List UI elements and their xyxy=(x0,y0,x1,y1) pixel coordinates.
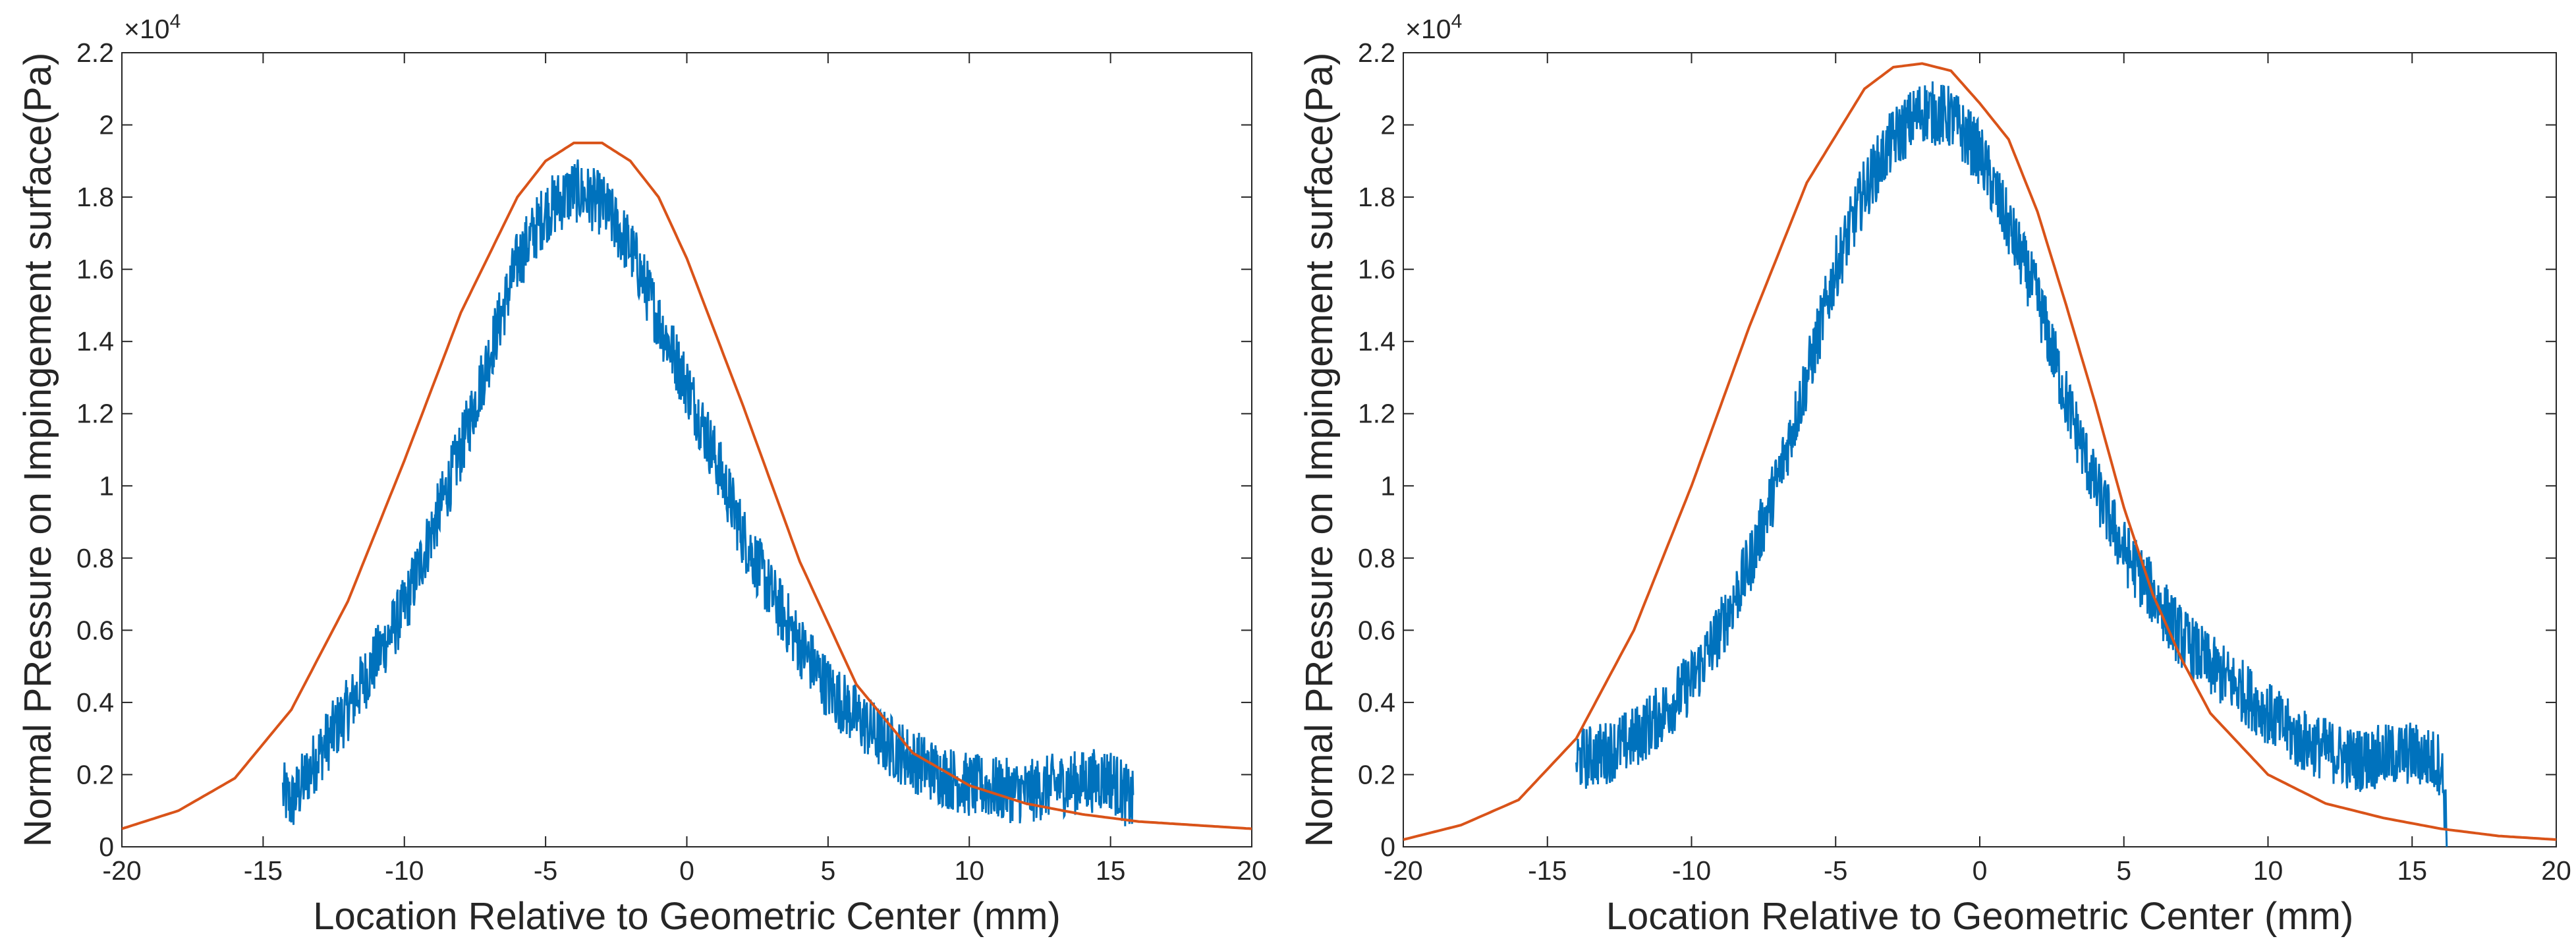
y-tick-label: 0.4 xyxy=(76,687,114,718)
x-axis-label: Location Relative to Geometric Center (m… xyxy=(1606,895,2354,938)
y-tick-label: 1.8 xyxy=(1358,182,1395,212)
y-tick-label: 0.2 xyxy=(76,759,114,789)
x-tick-label: 20 xyxy=(2541,855,2571,886)
y-tick-label: 2 xyxy=(99,110,114,140)
y-exponent-label: ×104 xyxy=(124,11,181,44)
y-tick-label: 0.8 xyxy=(76,543,114,573)
series-measured-line xyxy=(281,159,1134,826)
y-tick-label: 0.6 xyxy=(76,615,114,645)
x-tick-label: 15 xyxy=(2397,855,2427,886)
x-tick-label: 20 xyxy=(1237,855,1267,886)
x-tick-label: 5 xyxy=(820,855,835,886)
y-tick-label: 0.4 xyxy=(1358,687,1395,718)
y-tick-label: 1 xyxy=(99,471,114,501)
y-tick-label: 1.4 xyxy=(76,326,114,357)
x-tick-label: 0 xyxy=(679,855,694,886)
y-tick-label: 1.6 xyxy=(76,254,114,285)
x-tick-label: -15 xyxy=(244,855,283,886)
y-tick-label: 2.2 xyxy=(76,38,114,68)
y-axis-label: Normal PRessure on Impingement surface(P… xyxy=(16,53,59,847)
x-tick-label: -10 xyxy=(385,855,424,886)
x-tick-label: -10 xyxy=(1672,855,1711,886)
series-fit-line xyxy=(122,141,1252,830)
y-tick-label: 0.8 xyxy=(1358,543,1395,573)
x-tick-label: -20 xyxy=(102,855,141,886)
x-tick-label: -15 xyxy=(1528,855,1567,886)
y-tick-label: 2.2 xyxy=(1358,38,1395,68)
x-tick-label: 5 xyxy=(2116,855,2131,886)
plot-area xyxy=(121,52,1252,847)
x-tick-label: -5 xyxy=(1824,855,1847,886)
y-tick-label: 0.2 xyxy=(1358,759,1395,789)
x-tick-label: 0 xyxy=(1973,855,1988,886)
x-axis-label: Location Relative to Geometric Center (m… xyxy=(313,895,1061,938)
series-fit-line xyxy=(1403,62,2556,841)
x-tick-label: -20 xyxy=(1384,855,1422,886)
y-tick-label: 1 xyxy=(1380,471,1395,501)
plot-area xyxy=(1403,52,2557,847)
series-measured-line xyxy=(1575,81,2448,847)
x-tick-label: -5 xyxy=(534,855,557,886)
y-tick-label: 1.2 xyxy=(76,399,114,429)
x-tick-label: 10 xyxy=(2253,855,2283,886)
left-chart: -20 -15 -10 -5 0 5 10 15 20 0 0.2 0.4 0.6 0.8 1 1.2 1.4 1… xyxy=(16,11,1267,938)
y-exponent-label: ×104 xyxy=(1405,11,1462,44)
plot-series xyxy=(1403,62,2556,847)
y-tick-label: 1.4 xyxy=(1358,326,1395,357)
x-tick-label: 10 xyxy=(954,855,984,886)
y-axis-label: Normal PRessure on Impingement surface(P… xyxy=(1298,53,1341,847)
y-tick-label: 1.6 xyxy=(1358,254,1395,285)
x-tick-label: 15 xyxy=(1096,855,1126,886)
plot-series xyxy=(122,141,1252,830)
y-tick-label: 0 xyxy=(1380,832,1395,862)
y-tick-label: 0 xyxy=(99,832,114,862)
y-tick-label: 1.2 xyxy=(1358,399,1395,429)
y-tick-label: 2 xyxy=(1380,110,1395,140)
y-tick-label: 0.6 xyxy=(1358,615,1395,645)
y-tick-label: 1.8 xyxy=(76,182,114,212)
right-chart: -20 -15 -10 -5 0 5 10 15 20 0 0.2 0.4 0.6 0.8 1 1.2 1.4 1… xyxy=(1298,11,2571,938)
